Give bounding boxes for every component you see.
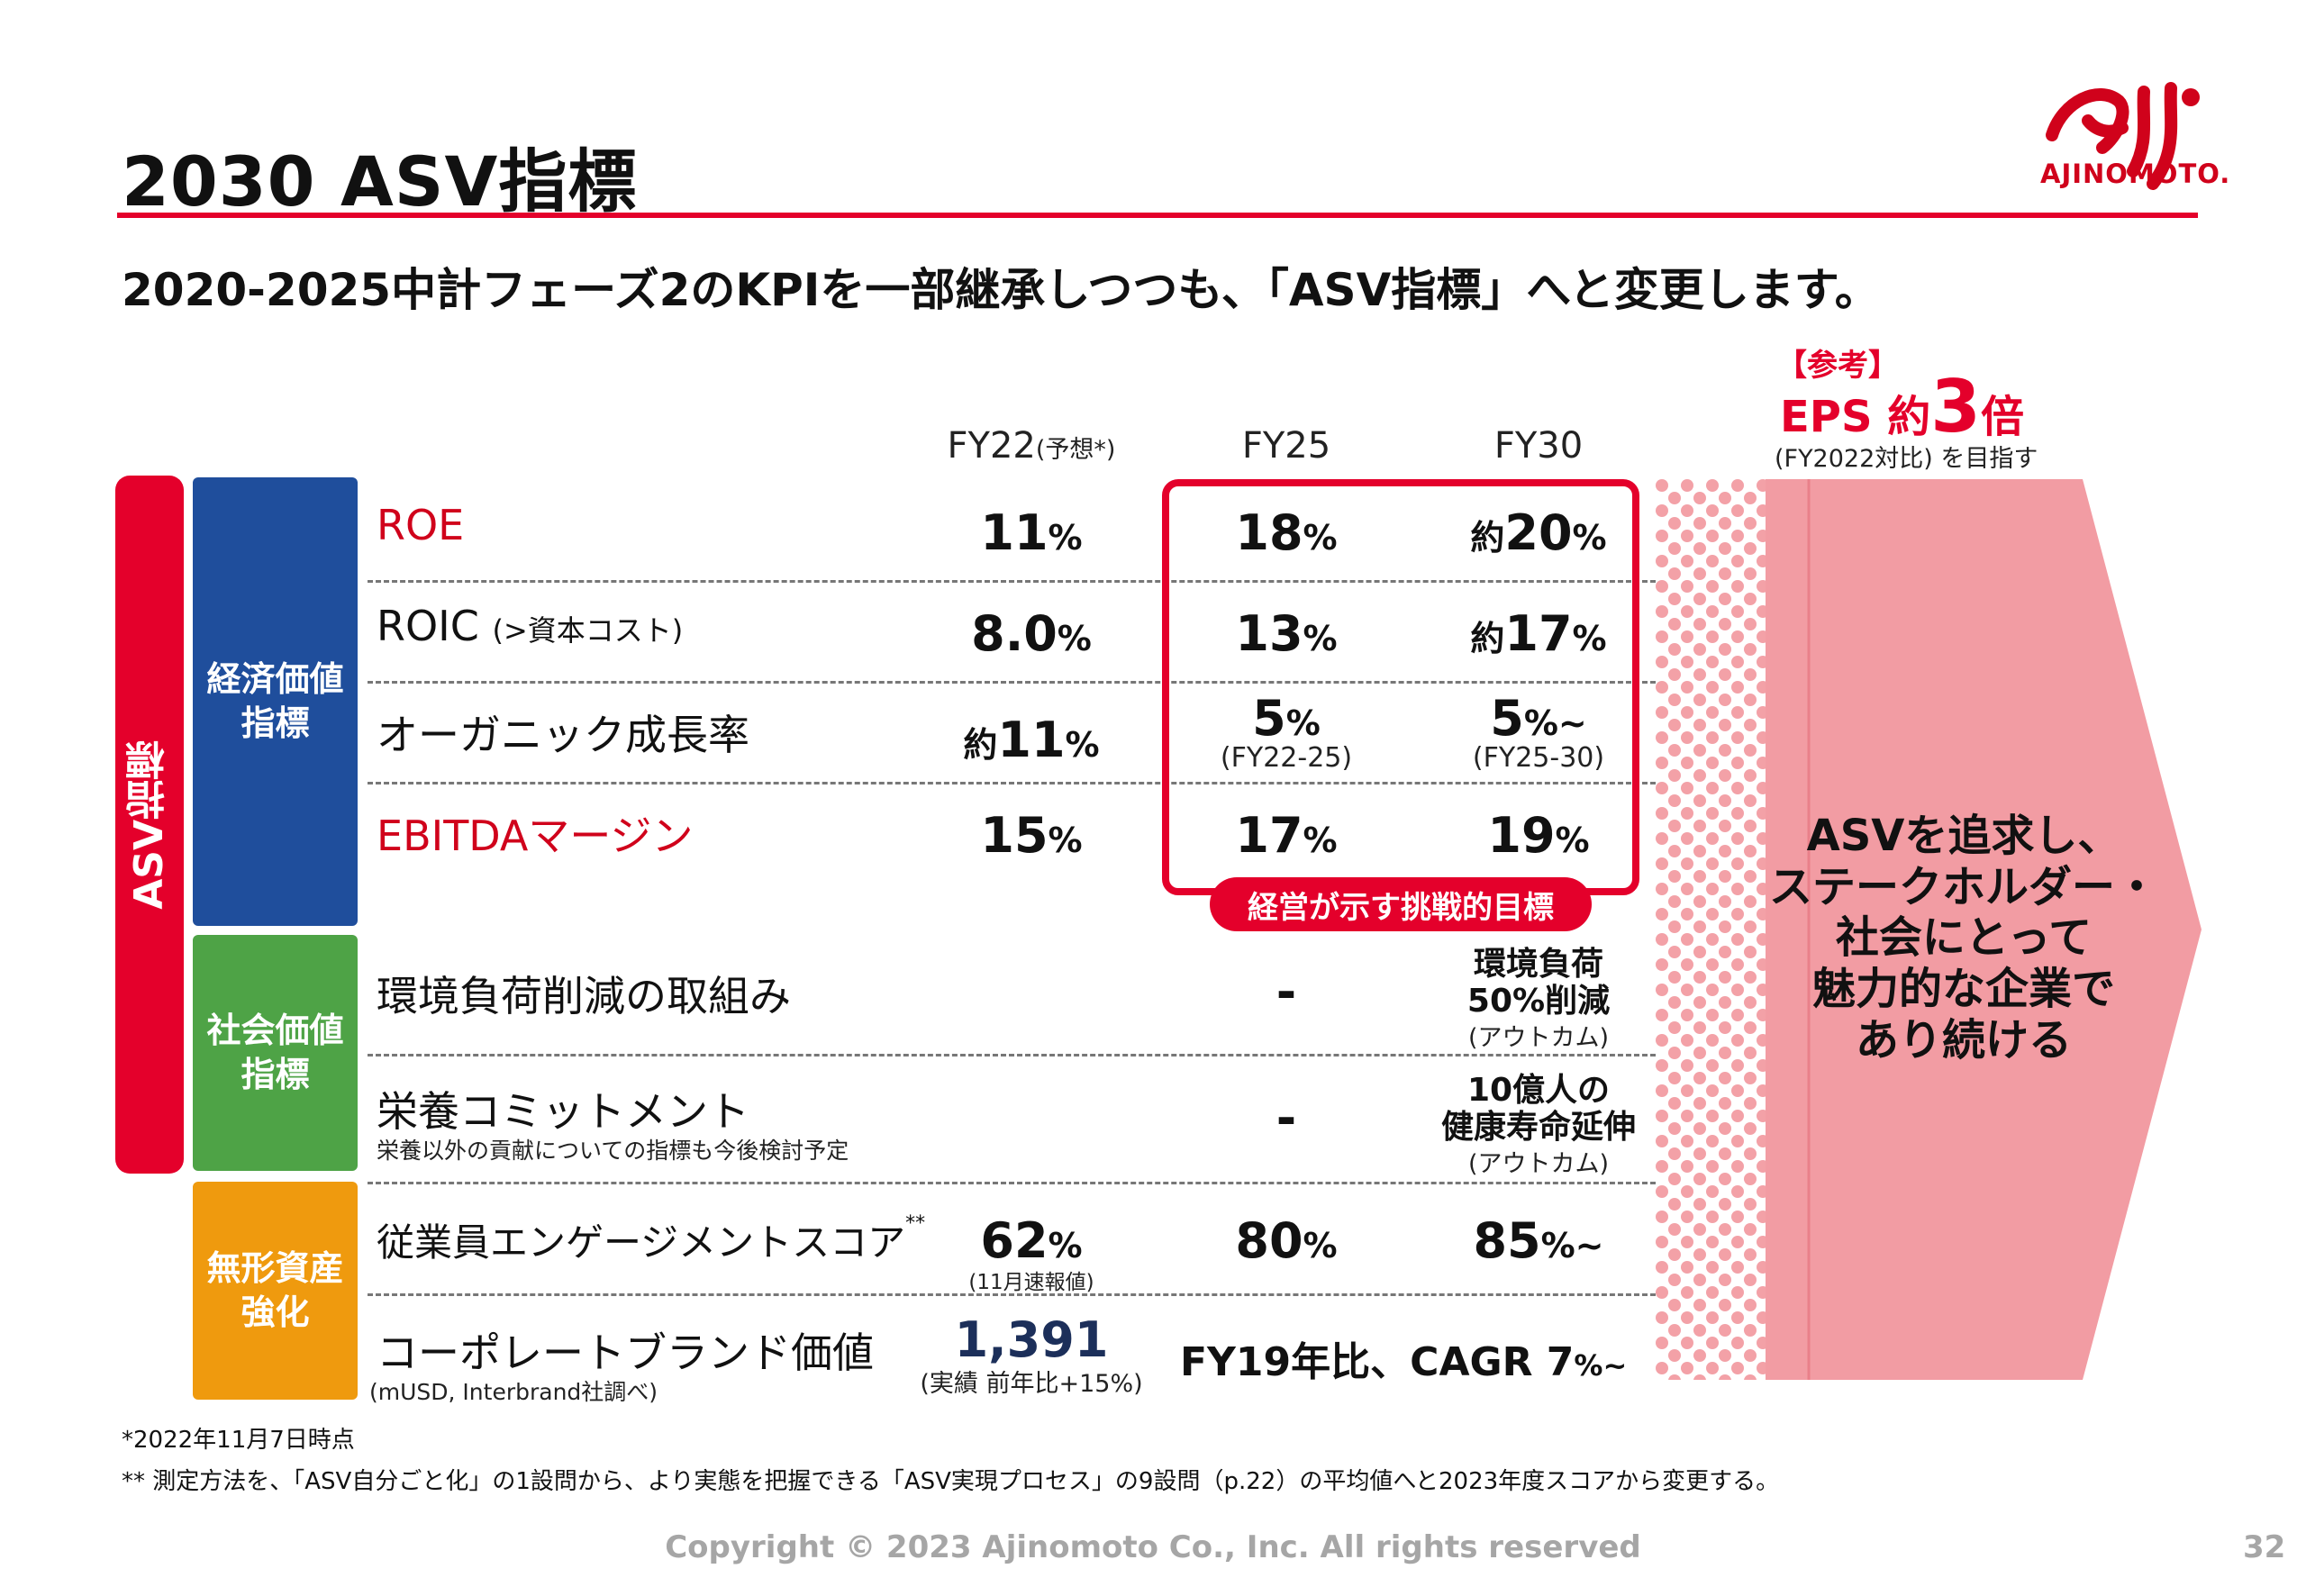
eps-target: EPS 約3倍 — [1780, 365, 2024, 449]
roe-fy22: 11% — [980, 504, 1083, 561]
eps-prefix: EPS 約 — [1780, 392, 1931, 442]
ebitda-fy22: 15% — [980, 807, 1083, 864]
dot-pattern — [1656, 479, 1782, 1380]
nutrition-fy30: 10億人の 健康寿命延伸 — [1440, 1072, 1636, 1147]
environment-fy30-note: (アウトカム) — [1467, 1024, 1610, 1052]
environment-fy25: - — [1276, 964, 1297, 1020]
metric-ebitda-margin: EBITDAマージン — [377, 812, 694, 860]
row-divider — [368, 1293, 1656, 1296]
brand-fy25-fy30: FY19年比、CAGR 7%~ — [1180, 1339, 1628, 1385]
engagement-fy30: 85%~ — [1473, 1212, 1604, 1269]
page-subtitle: 2020-2025中計フェーズ2のKPIを一部継承しつつも、「ASV指標」へと変… — [122, 264, 1880, 316]
engagement-fy25: 80% — [1235, 1212, 1338, 1269]
page-title: 2030 ASV指標 — [122, 141, 638, 222]
footnote-1: *2022年11月7日時点 — [122, 1427, 355, 1454]
asv-bar — [115, 476, 184, 1174]
col-header-fy30: FY30 — [1493, 425, 1584, 467]
col-fy22-note: (予想*) — [1035, 436, 1116, 464]
roe-fy30: 約20% — [1470, 504, 1607, 561]
footnote-2: ** 測定方法を、「ASV自分ごと化」の1設問から、より実態を把握できる「ASV… — [122, 1468, 1780, 1495]
copyright: Copyright © 2023 Ajinomoto Co., Inc. All… — [665, 1529, 1641, 1565]
roic-fy25: 13% — [1235, 605, 1338, 662]
ebitda-fy25: 17% — [1235, 807, 1338, 864]
metric-nutrition: 栄養コミットメント — [377, 1087, 749, 1136]
metric-brand-value: コーポレートブランド価値 — [377, 1328, 874, 1377]
ajinomoto-logo — [2046, 82, 2200, 190]
asv-label: ASV指標 — [126, 739, 172, 910]
eps-reference-label: 【参考】 — [1776, 348, 1899, 384]
organic-fy22: 約11% — [963, 712, 1100, 768]
eps-suffix: 倍 — [1980, 392, 2024, 442]
col-header-fy25: FY25 — [1241, 425, 1331, 467]
metric-roe: ROE — [377, 501, 465, 549]
page-number: 32 — [2243, 1529, 2286, 1565]
nutrition-fy25: - — [1276, 1090, 1297, 1147]
arrow-message: ASVを追求し、 ステークホルダー・ 社会にとって 魅力的な企業で あり続ける — [1768, 811, 2158, 1066]
brand-fy22: 1,391 — [954, 1311, 1109, 1368]
logo-text: AJINOMOTO. — [2040, 159, 2231, 189]
metric-roic: ROIC (>資本コスト) — [377, 602, 684, 650]
row-divider — [368, 782, 1656, 784]
engagement-fy22-note: (11月速報値) — [968, 1271, 1094, 1294]
roic-fy30: 約17% — [1470, 605, 1607, 662]
environment-fy30: 環境負荷 50%削減 — [1466, 946, 1611, 1020]
brand-fy22-note: (実績 前年比+15%) — [920, 1370, 1143, 1398]
eps-multiplier: 3 — [1930, 365, 1981, 449]
row-divider — [368, 1182, 1656, 1184]
row-divider — [368, 1054, 1656, 1056]
eps-note: (FY2022対比) を目指す — [1775, 445, 2038, 473]
nutrition-note: 栄養以外の貢献についての指標も今後検討予定 — [377, 1138, 849, 1164]
roic-fy22: 8.0% — [971, 605, 1092, 662]
row-divider — [368, 681, 1656, 684]
brand-note: (mUSD, Interbrand社調べ) — [369, 1379, 658, 1405]
organic-fy30: 5%~ — [1490, 690, 1587, 747]
row-divider — [368, 580, 1656, 583]
metric-organic-growth: オーガニック成長率 — [377, 711, 749, 759]
roe-fy25: 18% — [1235, 504, 1338, 561]
organic-fy25: 5% — [1252, 690, 1321, 747]
organic-fy30-period: (FY25-30) — [1472, 742, 1605, 774]
ebitda-fy30: 19% — [1487, 807, 1590, 864]
nutrition-fy30-note: (アウトカム) — [1467, 1150, 1610, 1178]
title-rule — [117, 213, 2198, 218]
goal-arrow — [1766, 479, 2202, 1380]
col-header-fy22: FY22(予想*) — [914, 425, 1148, 467]
metric-environment: 環境負荷削減の取組み — [377, 972, 791, 1020]
col-fy22-label: FY22 — [947, 425, 1036, 467]
category-economic: 経済価値 指標 — [193, 477, 358, 926]
metric-engagement: 従業員エンゲージメントスコア** — [377, 1212, 926, 1265]
organic-fy25-period: (FY22-25) — [1220, 742, 1353, 774]
category-intangible: 無形資産 強化 — [193, 1182, 358, 1400]
challenge-label: 経営が示す挑戦的目標 — [1210, 877, 1592, 931]
engagement-fy22: 62% — [980, 1212, 1083, 1269]
category-social: 社会価値 指標 — [193, 935, 358, 1171]
